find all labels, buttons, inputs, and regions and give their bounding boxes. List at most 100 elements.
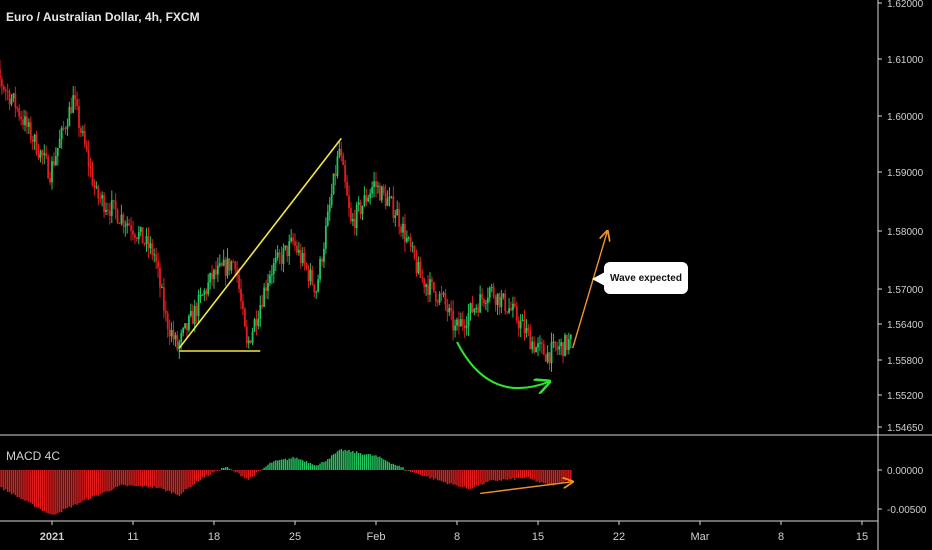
price-axis[interactable]: 1.62000 1.61000 1.60000 1.59000 1.58000 1.570…	[878, 0, 924, 434]
candle-body	[546, 352, 549, 362]
candle-body	[323, 248, 325, 262]
candle-body	[26, 116, 28, 127]
macd-bar	[533, 470, 535, 480]
candle-body	[243, 308, 246, 327]
macd-bar	[539, 470, 541, 483]
candle-body	[197, 295, 200, 317]
macd-bar	[433, 470, 435, 480]
candle-body	[188, 315, 190, 331]
macd-bar	[554, 470, 557, 484]
candle-body	[8, 91, 11, 105]
time-tick-label: 15	[856, 531, 868, 543]
candle-body	[35, 134, 38, 155]
macd-bar	[302, 460, 304, 470]
candle-body	[269, 275, 271, 283]
candle-body	[421, 277, 424, 279]
candle-body	[18, 108, 21, 117]
candle-body	[517, 320, 520, 329]
candle-body	[569, 334, 572, 340]
candle-body	[519, 321, 522, 329]
macd-bar	[564, 470, 566, 482]
candle-body	[529, 330, 532, 350]
projection-arrow	[480, 482, 573, 495]
candle-body	[351, 218, 354, 222]
candle-body	[392, 196, 395, 218]
candle-body	[405, 237, 408, 242]
candle-body	[230, 261, 233, 271]
candle-body	[186, 323, 188, 331]
candle-body	[213, 269, 215, 280]
macd-bar	[86, 470, 88, 499]
macd-bar	[313, 465, 315, 470]
macd-bar	[55, 470, 57, 515]
macd-bar	[375, 455, 377, 470]
candle-body	[220, 263, 223, 266]
macd-indicator-label[interactable]: MACD 4C	[6, 449, 61, 463]
candle-body	[6, 90, 9, 92]
macd-bar	[327, 459, 329, 470]
candle-body	[311, 269, 314, 285]
macd-bar	[413, 470, 416, 473]
candle-body	[234, 261, 237, 270]
macd-bar	[406, 470, 408, 471]
candle-body	[467, 312, 470, 327]
wave-expected-callout[interactable]: Wave expected	[604, 262, 688, 294]
macd-bar	[180, 470, 182, 495]
candle-body	[97, 186, 100, 199]
candle-body	[438, 293, 441, 303]
candle-body	[66, 126, 69, 129]
candle-body	[16, 107, 19, 109]
candle-body	[224, 259, 227, 276]
candle-body	[207, 282, 210, 295]
candle-body	[116, 209, 119, 224]
candle-body	[303, 253, 306, 264]
candle-body	[85, 144, 88, 151]
macd-bar	[359, 453, 362, 470]
macd-bar	[452, 470, 454, 485]
macd-bar	[562, 470, 564, 483]
macd-bar	[33, 470, 36, 507]
candle-body	[114, 200, 117, 210]
price-tick-label: 1.60000	[887, 112, 924, 123]
candle-body	[14, 93, 17, 108]
macd-bar	[354, 452, 356, 470]
macd-bar	[128, 470, 130, 486]
macd-bar	[357, 453, 360, 470]
macd-bar	[188, 470, 190, 488]
candle-body	[288, 241, 291, 257]
macd-bar	[535, 470, 537, 482]
candle-body	[442, 293, 445, 295]
candle-body	[313, 284, 316, 293]
macd-bar	[26, 470, 28, 501]
macd-bar	[72, 470, 74, 506]
candle-body	[485, 302, 487, 304]
candle-body	[554, 341, 557, 348]
macd-bar	[113, 470, 115, 489]
candle-body	[62, 127, 65, 129]
macd-bar	[236, 470, 238, 473]
candle-body	[49, 178, 51, 183]
candle-body	[56, 147, 59, 157]
macd-bar	[238, 470, 240, 474]
candle-body	[363, 195, 366, 206]
candle-body	[112, 200, 115, 202]
candle-body	[282, 248, 285, 264]
candle-body	[276, 252, 279, 258]
candle-body	[107, 209, 109, 211]
candle-body	[419, 262, 422, 278]
candle-body	[47, 156, 50, 179]
macd-bar	[319, 463, 321, 470]
macd-bar	[99, 470, 101, 495]
candle-body	[317, 279, 320, 292]
macd-bar	[251, 470, 254, 477]
candle-body	[10, 98, 13, 105]
macd-bar	[145, 470, 148, 487]
time-tick-label: 8	[454, 531, 460, 543]
candle-body	[413, 246, 416, 259]
time-axis[interactable]: 2021111825Feb81522Mar81522	[40, 521, 932, 543]
macd-bar	[558, 470, 560, 483]
candle-body	[2, 86, 5, 90]
macd-bar	[101, 470, 103, 494]
candle-body	[54, 156, 57, 166]
macd-bar	[275, 460, 277, 470]
